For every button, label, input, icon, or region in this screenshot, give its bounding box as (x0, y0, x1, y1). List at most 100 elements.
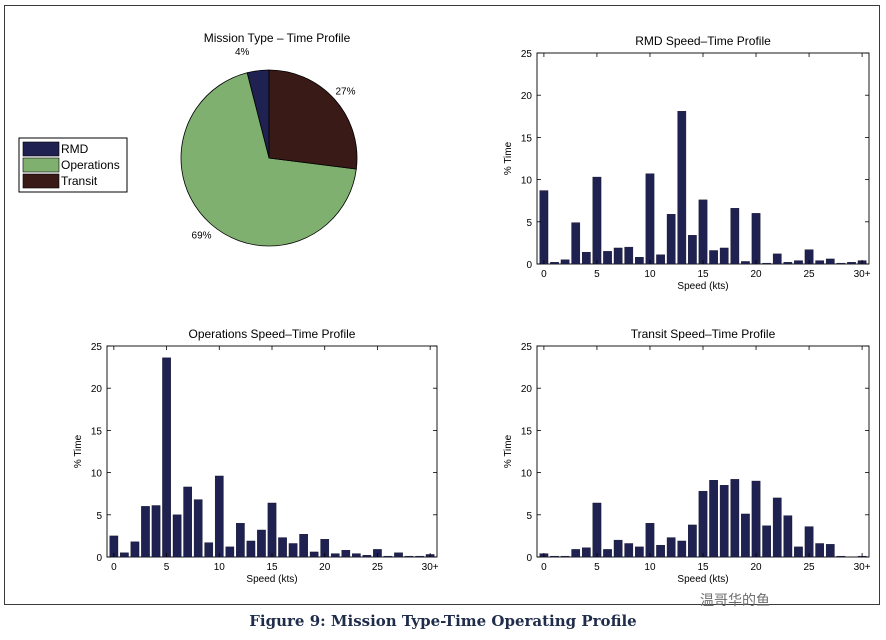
bar-operations-22 (341, 550, 351, 558)
xtick-label-rmd: 20 (750, 269, 762, 280)
bar-transit-8 (624, 543, 634, 558)
bar-rmd-23 (783, 262, 793, 265)
bar-rmd-14 (688, 235, 697, 265)
xtick-label-rmd: 5 (594, 269, 600, 280)
bar-operations-23 (352, 553, 361, 558)
bar-rmd-27 (825, 258, 835, 265)
xtick-label-rmd: 25 (804, 269, 816, 280)
ytick-label-rmd: 25 (521, 49, 533, 60)
bar-transit-4 (581, 547, 591, 558)
pie-label-operations: 69% (192, 231, 212, 242)
ytick-label-transit: 10 (521, 469, 533, 480)
xtick-label-operations: 30+ (422, 562, 439, 573)
pie-title: Mission Type – Time Profile (204, 31, 351, 45)
bar-operations-18 (299, 534, 308, 558)
ytick-label-transit: 0 (526, 553, 532, 564)
ytick-label-transit: 5 (526, 511, 532, 522)
figure-frame: Mission Type – Time Profile 4% 69% 27% RMD… (4, 5, 880, 605)
bar-rmd-19 (741, 261, 750, 265)
xtick-label-transit: 25 (804, 562, 816, 573)
bar-transit-26 (815, 543, 825, 558)
ytick-label-operations: 25 (91, 342, 103, 353)
bar-operations-3 (141, 506, 150, 558)
bar-operations-24 (362, 555, 372, 558)
ytick-label-operations: 5 (96, 511, 102, 522)
bar-chart-rmd: RMD Speed–Time Profile 0 5 10 15 20 25 0 5 10 15 20… (503, 34, 871, 292)
bar-operations-11 (225, 546, 235, 558)
bar-rmd-18 (730, 208, 740, 265)
bar-rmd-0 (539, 190, 549, 265)
ytick-label-operations: 20 (91, 384, 103, 395)
bar-rmd-7 (613, 247, 623, 265)
bar-operations-16 (278, 537, 287, 558)
ytick-label-rmd: 5 (526, 218, 532, 229)
bar-operations-2 (130, 541, 140, 558)
pie-label-rmd: 4% (235, 47, 250, 58)
bar-operations-21 (330, 553, 340, 558)
xtick-label-operations: 25 (372, 562, 384, 573)
bar-rmd-11 (656, 254, 665, 265)
ytick-label-rmd: 0 (526, 260, 532, 271)
xlabel-transit: Speed (kts) (677, 574, 728, 585)
ytick-label-rmd: 20 (521, 91, 533, 102)
bar-rmd-15 (698, 199, 708, 265)
bar-rmd-6 (603, 251, 612, 265)
legend-label-rmd: RMD (61, 142, 89, 156)
watermark-text: 温哥华的鱼 (700, 593, 770, 609)
xtick-label-operations: 20 (319, 562, 331, 573)
figure-caption: Figure 9: Mission Type-Time Operating Pr… (249, 612, 637, 630)
bar-transit-18 (730, 479, 740, 558)
bar-chart-operations: Operations Speed–Time Profile 0 5 10 15 20 25 0… (73, 327, 439, 585)
xlabel-rmd: Speed (kts) (677, 281, 728, 292)
chart-title-operations: Operations Speed–Time Profile (189, 327, 356, 341)
bar-rmd-22 (772, 253, 782, 265)
legend-swatch-rmd (22, 141, 60, 157)
bar-transit-15 (698, 490, 708, 558)
bar-rmd-17 (719, 247, 729, 265)
bar-transit-9 (635, 546, 644, 558)
bar-transit-12 (666, 537, 676, 558)
bar-operations-9 (204, 542, 214, 558)
ytick-label-transit: 15 (521, 426, 533, 437)
ylabel-operations: % Time (73, 434, 84, 468)
xtick-label-rmd: 0 (541, 269, 547, 280)
bar-transit-19 (741, 513, 750, 558)
bar-operations-28 (404, 555, 414, 558)
bar-transit-25 (804, 526, 814, 558)
bar-transit-3 (571, 549, 581, 558)
ylabel-rmd: % Time (503, 141, 514, 175)
bar-rmd-10 (645, 173, 655, 265)
legend-swatch-operations (22, 157, 60, 173)
bar-chart-transit: Transit Speed–Time Profile 0 5 10 15 20 25 0 5 10… (503, 327, 871, 585)
ytick-label-rmd: 15 (521, 133, 533, 144)
bar-operations-5 (162, 357, 171, 558)
bar-transit-11 (656, 544, 665, 558)
bar-operations-12 (236, 523, 245, 558)
bar-rmd-20 (751, 213, 761, 265)
bar-operations-15 (267, 502, 277, 558)
xtick-label-transit: 30+ (854, 562, 871, 573)
bar-transit-16 (709, 479, 718, 558)
ylabel-transit: % Time (503, 434, 514, 468)
xtick-label-operations: 15 (266, 562, 278, 573)
bar-transit-2 (560, 555, 570, 558)
bar-rmd-1 (550, 262, 559, 265)
bar-operations-14 (257, 529, 266, 558)
bar-rmd-28 (836, 262, 846, 265)
ytick-label-transit: 20 (521, 384, 533, 395)
bar-rmd-13 (677, 111, 687, 265)
xtick-label-transit: 15 (697, 562, 709, 573)
xtick-label-rmd: 15 (697, 269, 709, 280)
bar-operations-10 (214, 475, 224, 558)
xtick-label-transit: 10 (644, 562, 656, 573)
bar-transit-1 (550, 555, 559, 558)
xlabel-operations: Speed (kts) (246, 574, 297, 585)
pie-legend: RMD Operations Transit (18, 137, 128, 193)
bar-operations-19 (309, 551, 319, 558)
bar-transit-14 (688, 524, 697, 558)
ytick-label-operations: 0 (96, 553, 102, 564)
pie-slice-operations (180, 72, 357, 247)
pie-slices (180, 69, 358, 247)
bar-rmd-12 (666, 214, 676, 265)
legend-label-transit: Transit (61, 174, 98, 188)
